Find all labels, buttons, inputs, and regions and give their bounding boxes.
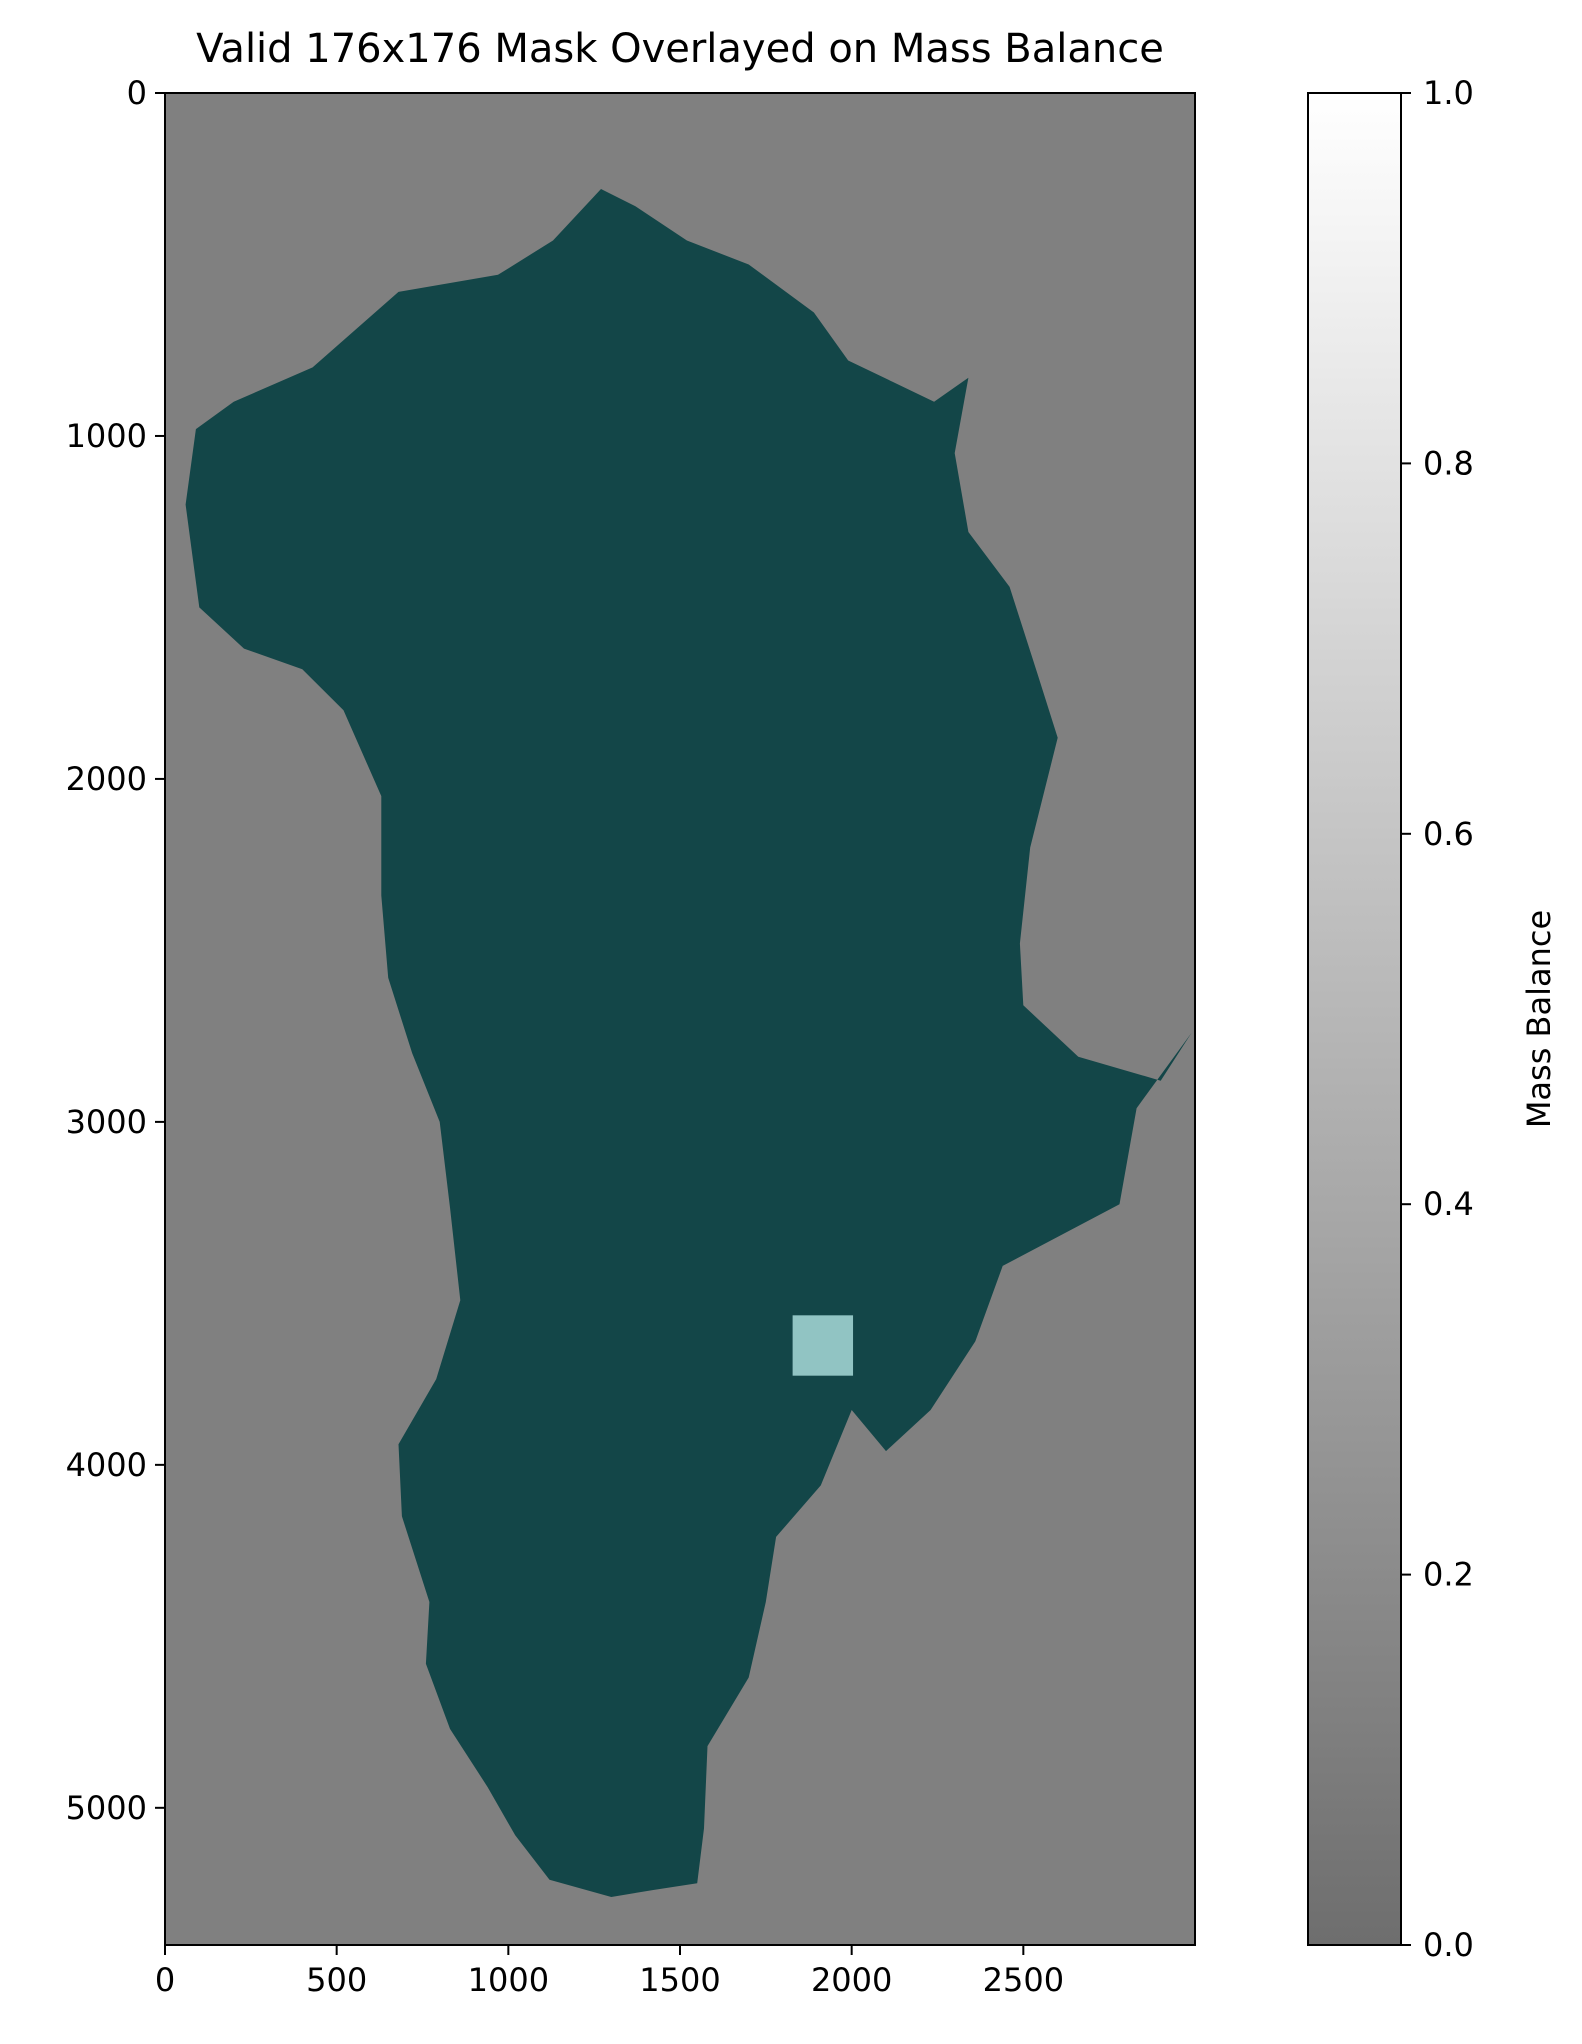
x-tick-label: 0: [155, 1961, 175, 1999]
x-axis: 0 500 1000 1500 2000 2500: [155, 1945, 1064, 1999]
colorbar-tick-label: 1.0: [1423, 74, 1474, 112]
x-tick-label: 500: [306, 1961, 367, 1999]
colorbar-frame: [1307, 92, 1402, 1946]
colorbar-tick-label: 0.6: [1423, 815, 1474, 853]
colorbar-tick-label: 0.4: [1423, 1185, 1474, 1223]
colorbar-label: Mass Balance: [1520, 910, 1558, 1128]
y-tick-label: 2000: [66, 760, 147, 798]
valid-mask-square: [792, 1315, 854, 1376]
colorbar-tick-label: 0.2: [1423, 1556, 1474, 1594]
colorbar-tick-label: 0.0: [1423, 1926, 1474, 1964]
y-tick-label: 0: [127, 74, 147, 112]
colorbar-gradient: [1308, 93, 1401, 1945]
colorbar-ticks: 0.0 0.2 0.4 0.6 0.8 1.0: [1401, 74, 1474, 1964]
y-tick-label: 5000: [66, 1789, 147, 1827]
y-tick-label: 1000: [66, 417, 147, 455]
plot-area: [164, 92, 1196, 1946]
y-tick-label: 4000: [66, 1446, 147, 1484]
x-tick-label: 2000: [811, 1961, 892, 1999]
ice-sheet-region: [185, 189, 1192, 1897]
chart-title: Valid 176x176 Mask Overlayed on Mass Bal…: [196, 26, 1164, 72]
colorbar-tick-label: 0.8: [1423, 444, 1474, 482]
y-axis: 0 1000 2000 3000 4000 5000: [66, 74, 165, 1827]
y-tick-label: 3000: [66, 1103, 147, 1141]
x-tick-label: 1000: [468, 1961, 549, 1999]
colorbar: 0.0 0.2 0.4 0.6 0.8 1.0 Mass Balance: [1307, 74, 1558, 1964]
x-tick-label: 2500: [983, 1961, 1064, 1999]
x-tick-label: 1500: [639, 1961, 720, 1999]
